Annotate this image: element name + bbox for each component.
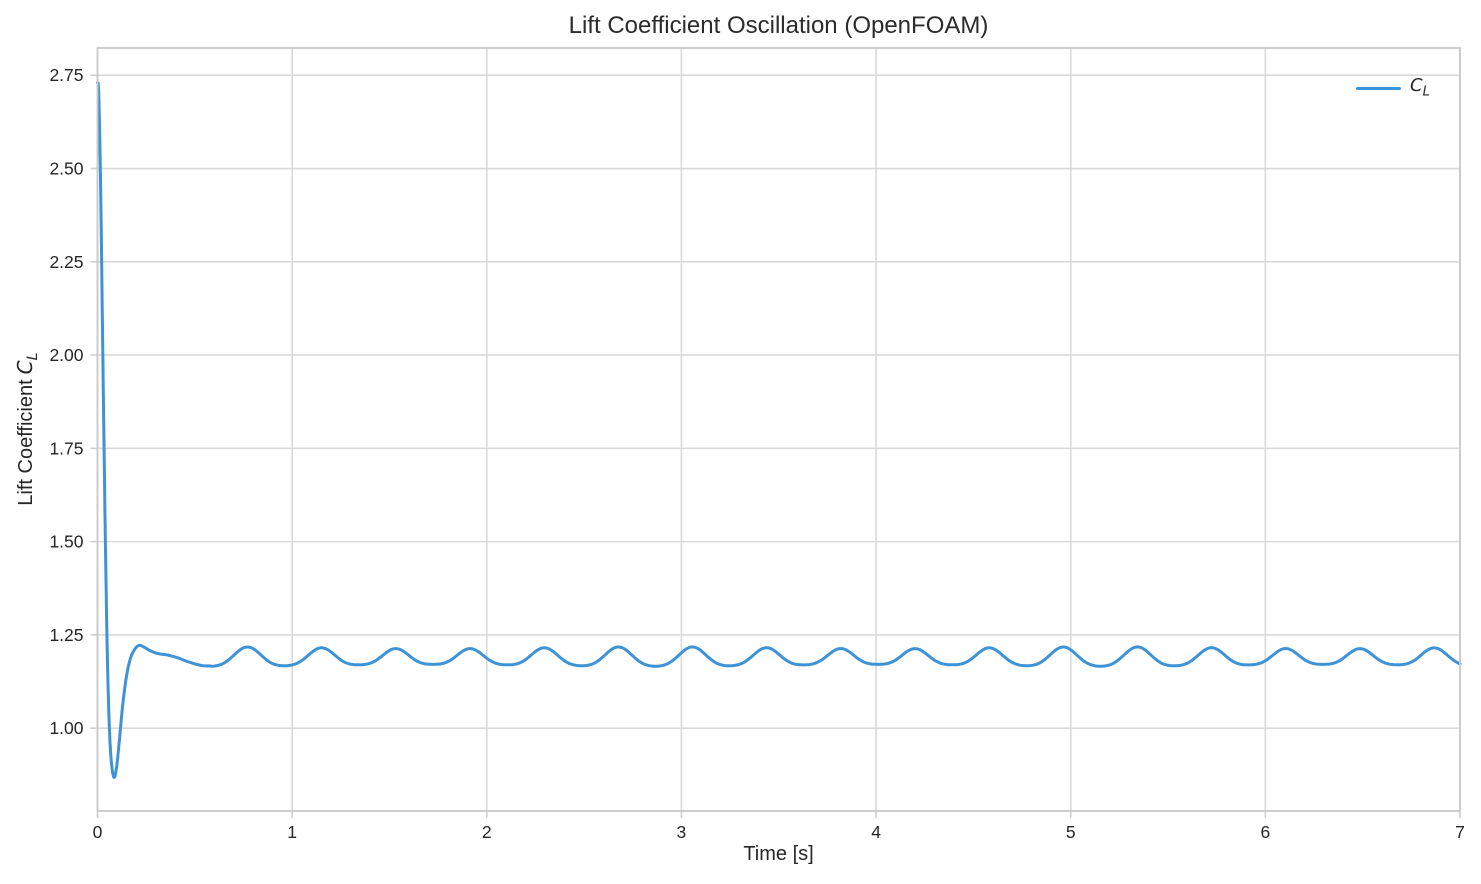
y-tick-label: 1.75: [49, 438, 83, 458]
x-tick-label: 5: [1066, 822, 1076, 842]
legend-line-sample: [1356, 86, 1401, 90]
legend: CL: [1356, 77, 1430, 99]
chart-title: Lift Coefficient Oscillation (OpenFOAM): [568, 12, 989, 39]
x-tick-label: 0: [93, 822, 103, 842]
y-tick-label: 1.25: [49, 625, 83, 645]
legend-label: CL: [1410, 75, 1430, 100]
y-axis-label-text: Lift Coefficient: [15, 379, 37, 506]
x-tick-label: 1: [287, 822, 297, 842]
y-axis-label-math-subscript: L: [25, 352, 41, 361]
y-tick-label: 2.50: [49, 159, 83, 179]
y-axis-label: Lift Coefficient CL: [13, 352, 41, 505]
y-tick-label: 2.25: [49, 252, 83, 272]
y-axis-label-math-symbol: C: [13, 360, 37, 375]
x-axis-label: Time [s]: [97, 843, 1460, 866]
y-tick-label: 2.75: [49, 65, 83, 85]
x-tick-label: 3: [677, 822, 687, 842]
x-axis-label-text: Time [s]: [743, 843, 814, 865]
y-tick-label: 2.00: [49, 345, 83, 365]
y-tick-label: 1.00: [49, 718, 83, 738]
x-tick-label: 2: [482, 822, 492, 842]
y-tick-label: 1.50: [49, 532, 83, 552]
x-tick-label: 6: [1260, 822, 1270, 842]
cl-series-line: [96, 81, 1462, 779]
x-tick-label: 7: [1455, 822, 1465, 842]
x-tick-label: 4: [871, 822, 881, 842]
plot-frame: [96, 47, 1461, 812]
